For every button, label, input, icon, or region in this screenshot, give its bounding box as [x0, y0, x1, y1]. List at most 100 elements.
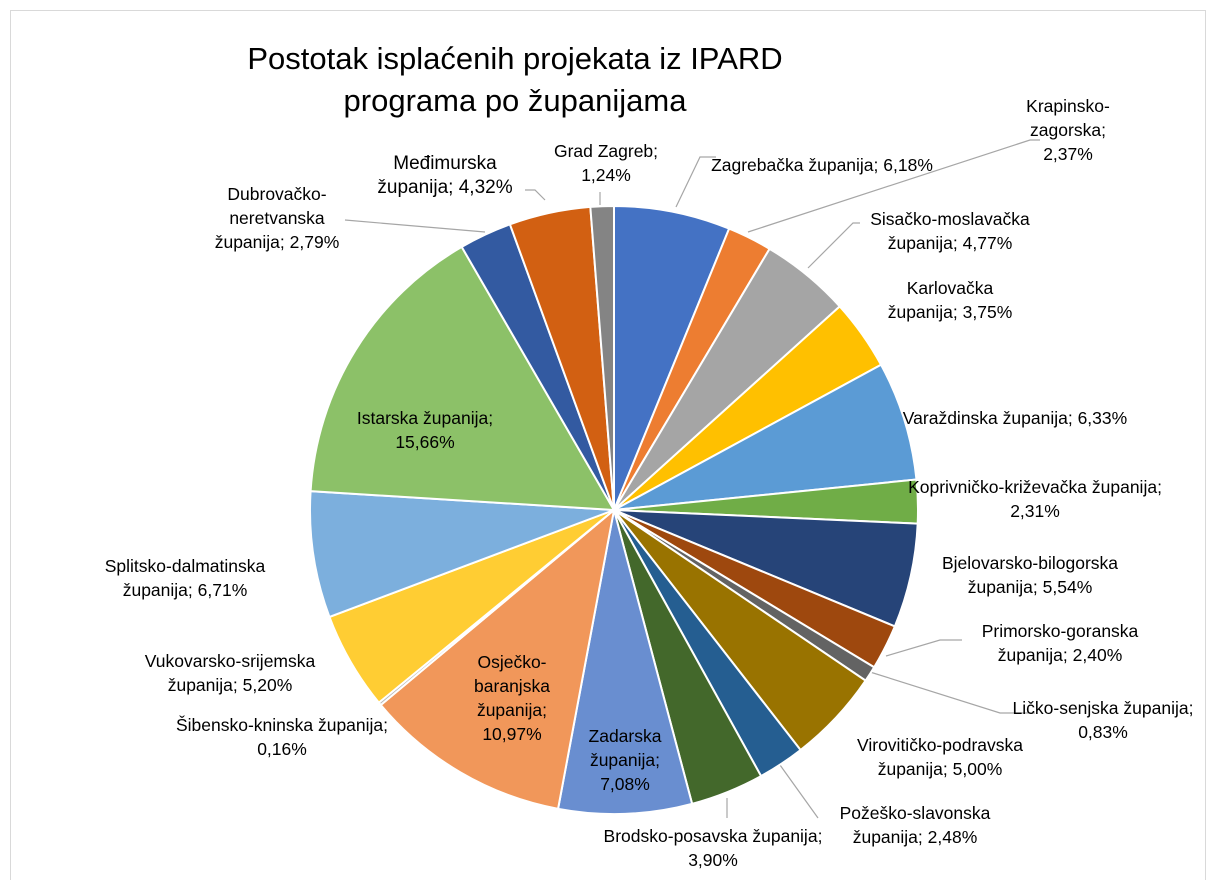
- label-value: 2,37%: [1043, 144, 1093, 164]
- data-label: Istarska županija; 15,66%: [325, 406, 525, 454]
- label-separator: ;: [448, 177, 459, 198]
- label-separator: ;: [279, 232, 290, 252]
- label-value: 10,97%: [482, 724, 542, 744]
- leader-line: [675, 156, 716, 208]
- label-separator: ;: [873, 155, 884, 175]
- data-label: Karlovačka županija; 3,75%: [875, 276, 1025, 324]
- label-category: Ličko-senjska županija: [1012, 698, 1189, 718]
- pie-slice: [613, 363, 918, 511]
- label-category: Karlovačka županija: [887, 278, 994, 322]
- label-value: 5,54%: [1042, 577, 1093, 597]
- label-value: 1,24%: [581, 165, 631, 185]
- label-value: 3,75%: [962, 302, 1013, 322]
- pie-slice: [589, 204, 615, 511]
- label-category: Šibensko-kninska županija: [175, 715, 384, 735]
- data-label: Grad Zagreb; 1,24%: [541, 139, 671, 187]
- label-separator: ;: [942, 759, 953, 779]
- label-value: 6,18%: [883, 155, 933, 175]
- label-category: Dubrovačko-neretvanska županija: [214, 184, 327, 252]
- label-separator: ;: [488, 408, 494, 428]
- label-category: Varaždinska županija: [902, 408, 1068, 428]
- chart-title: Postotak isplaćenih projekata iz IPARD p…: [247, 41, 783, 118]
- label-value: 2,40%: [1072, 645, 1123, 665]
- chart-border: [10, 10, 1206, 880]
- leader-line: [525, 189, 546, 201]
- data-label: Osječko-baranjska županija; 10,97%: [457, 650, 567, 746]
- label-value: 15,66%: [395, 432, 455, 452]
- label-separator: ;: [1067, 408, 1078, 428]
- data-label: Šibensko-kninska županija; 0,16%: [172, 713, 392, 761]
- label-separator: ;: [542, 700, 548, 720]
- label-separator: ;: [1101, 120, 1106, 140]
- label-value: 4,32%: [458, 177, 513, 198]
- label-category: Krapinsko-zagorska: [1026, 96, 1110, 140]
- label-category: Osječko-baranjska županija: [474, 652, 550, 720]
- label-value: 6,33%: [1077, 408, 1128, 428]
- label-separator: ;: [1157, 477, 1162, 497]
- label-separator: ;: [917, 827, 928, 847]
- leader-line: [747, 139, 1040, 233]
- label-category: Virovitičko-podravska županija: [857, 735, 1023, 779]
- data-label: Splitsko-dalmatinska županija; 6,71%: [70, 554, 300, 602]
- label-separator: ;: [187, 580, 198, 600]
- label-separator: ;: [383, 715, 389, 735]
- pie-slice: [309, 490, 615, 619]
- label-category: Istarska županija: [356, 408, 489, 428]
- label-value: 6,71%: [197, 580, 248, 600]
- data-label: Vukovarsko-srijemska županija; 5,20%: [110, 649, 350, 697]
- label-value: 3,90%: [688, 850, 738, 870]
- pie-slice: [613, 204, 731, 511]
- label-separator: ;: [655, 750, 661, 770]
- pie-slice: [309, 245, 616, 512]
- label-separator: ;: [1032, 577, 1043, 597]
- label-category: Sisačko-moslavačka županija: [870, 209, 1030, 253]
- data-label: Koprivničko-križevačka županija; 2,31%: [905, 475, 1165, 523]
- label-value: 5,20%: [242, 675, 293, 695]
- data-label: Krapinsko-zagorska; 2,37%: [1008, 94, 1128, 166]
- label-separator: ;: [952, 302, 963, 322]
- data-label: Brodsko-posavska županija; 3,90%: [598, 824, 828, 872]
- label-category: Međimurska županija: [377, 153, 497, 198]
- label-value: 0,16%: [257, 739, 307, 759]
- data-label: Zagrebačka županija; 6,18%: [702, 153, 942, 177]
- leader-lines: [344, 139, 1040, 819]
- leader-line: [869, 671, 1035, 714]
- label-category: Brodsko-posavska županija: [603, 826, 818, 846]
- data-label: Primorsko-goranska županija; 2,40%: [950, 619, 1170, 667]
- label-category: Vukovarsko-srijemska županija: [144, 651, 316, 695]
- label-value: 2,31%: [1010, 501, 1060, 521]
- data-label: Sisačko-moslavačka županija; 4,77%: [850, 207, 1050, 255]
- data-label: Ličko-senjska županija; 0,83%: [1001, 696, 1206, 744]
- label-category: Koprivničko-križevačka županija: [908, 477, 1158, 497]
- data-label: Zadarska županija; 7,08%: [570, 724, 680, 796]
- leader-line: [344, 219, 486, 233]
- label-value: 5,00%: [952, 759, 1003, 779]
- pie-slices: [309, 204, 919, 815]
- label-separator: ;: [653, 141, 659, 161]
- label-category: Bjelovarsko-bilogorska županija: [941, 553, 1119, 597]
- label-value: 4,77%: [962, 233, 1013, 253]
- label-separator: ;: [817, 826, 823, 846]
- leader-line: [807, 222, 860, 269]
- label-value: 0,83%: [1078, 722, 1128, 742]
- label-category: Zadarska županija: [588, 726, 662, 770]
- leader-line: [885, 639, 962, 657]
- label-separator: ;: [232, 675, 243, 695]
- label-value: 2,79%: [289, 232, 340, 252]
- label-value: 2,48%: [927, 827, 978, 847]
- label-category: Splitsko-dalmatinska županija: [104, 556, 266, 600]
- data-label: Dubrovačko-neretvanska županija; 2,79%: [192, 182, 362, 254]
- label-separator: ;: [952, 233, 963, 253]
- pie-slice: [556, 509, 694, 815]
- leader-line: [779, 764, 819, 819]
- label-category: Zagrebačka županija: [711, 155, 874, 175]
- data-label: Požeško-slavonska županija; 2,48%: [820, 801, 1010, 849]
- label-separator: ;: [1062, 645, 1073, 665]
- label-category: Grad Zagreb: [553, 141, 654, 161]
- data-label: Bjelovarsko-bilogorska županija; 5,54%: [910, 551, 1150, 599]
- pie-slice: [379, 507, 616, 810]
- label-value: 7,08%: [600, 774, 650, 794]
- label-separator: ;: [1188, 698, 1194, 718]
